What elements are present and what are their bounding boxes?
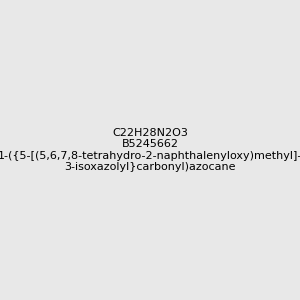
Text: C22H28N2O3
B5245662
1-({5-[(5,6,7,8-tetrahydro-2-naphthalenyloxy)methyl]-
3-isox: C22H28N2O3 B5245662 1-({5-[(5,6,7,8-tetr… xyxy=(0,128,300,172)
